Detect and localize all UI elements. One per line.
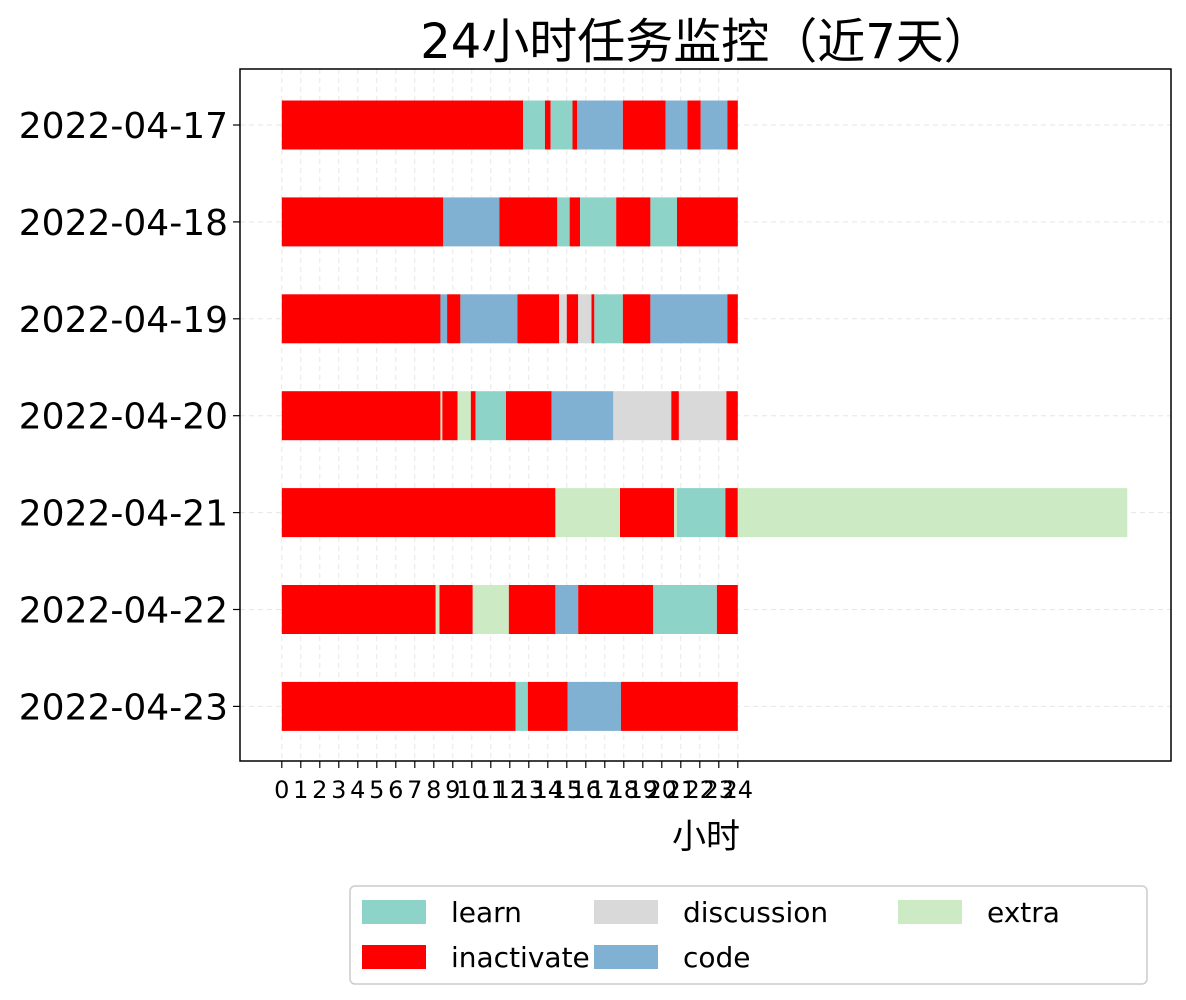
bar-segment-inactivate xyxy=(471,391,476,440)
bar-segment-learn xyxy=(476,391,506,440)
x-tick-label: 24 xyxy=(723,776,754,804)
x-tick-label: 3 xyxy=(331,776,346,804)
bar-segment-inactivate xyxy=(442,391,457,440)
bar-segment-inactivate xyxy=(528,682,568,731)
bar-segment-inactivate xyxy=(440,585,473,634)
y-tick-label: 2022-04-18 xyxy=(19,203,228,244)
bar-segment-inactivate xyxy=(282,391,441,440)
bar-segment-inactivate xyxy=(282,197,444,246)
bar-segment-inactivate xyxy=(727,101,737,150)
bar-segment-learn xyxy=(551,101,573,150)
bar-segment-inactivate xyxy=(717,585,738,634)
legend-swatch-learn xyxy=(362,900,426,924)
bar-segment-inactivate xyxy=(282,682,516,731)
bar-segment-inactivate xyxy=(620,488,674,537)
bar-segment-code xyxy=(666,101,688,150)
x-tick-label: 6 xyxy=(388,776,403,804)
bar-segment-inactivate xyxy=(578,585,653,634)
y-tick-label: 2022-04-22 xyxy=(19,591,228,632)
x-axis-label: 小时 xyxy=(672,817,740,857)
x-tick-label: 5 xyxy=(369,776,384,804)
bar-segment-inactivate xyxy=(499,197,557,246)
bar-segment-inactivate xyxy=(573,101,578,150)
bar-segment-extra xyxy=(458,391,471,440)
x-tick-label: 0 xyxy=(274,776,289,804)
bar-segment-inactivate xyxy=(506,391,552,440)
bar-segment-learn xyxy=(653,585,717,634)
bar-segment-inactivate xyxy=(687,101,700,150)
bar-segment-inactivate xyxy=(282,101,523,150)
bar-segment-inactivate xyxy=(725,488,737,537)
bar-segment-learn xyxy=(557,197,569,246)
legend-swatch-discussion xyxy=(594,900,658,924)
bar-segment-extra xyxy=(674,488,677,537)
legend-label-extra: extra xyxy=(987,896,1060,929)
bar-segment-inactivate xyxy=(671,391,679,440)
bar-segment-inactivate xyxy=(447,294,460,343)
bar-segment-inactivate xyxy=(282,488,556,537)
bar-segment-learn xyxy=(516,682,528,731)
bar-segment-inactivate xyxy=(570,197,580,246)
legend-label-code: code xyxy=(683,941,751,974)
bar-segment-code xyxy=(460,294,517,343)
bar-segment-learn xyxy=(594,294,623,343)
bar-segment-discussion xyxy=(613,391,671,440)
bar-segment-extra xyxy=(436,585,440,634)
bar-segment-code xyxy=(443,197,499,246)
y-tick-label: 2022-04-20 xyxy=(19,397,228,438)
bar-segment-code xyxy=(701,101,728,150)
bar-segment-code xyxy=(577,101,623,150)
legend-label-discussion: discussion xyxy=(683,896,828,929)
bar-segment-learn xyxy=(677,488,725,537)
legend-swatch-extra xyxy=(898,900,962,924)
bar-segment-code xyxy=(650,294,727,343)
bar-segment-inactivate xyxy=(545,101,551,150)
bar-segment-inactivate xyxy=(282,294,441,343)
x-tick-label: 4 xyxy=(350,776,365,804)
y-tick-label: 2022-04-17 xyxy=(19,106,228,147)
bar-segment-extra xyxy=(440,391,442,440)
bar-segment-inactivate xyxy=(282,585,436,634)
y-tick-label: 2022-04-19 xyxy=(19,300,228,341)
bar-segment-inactivate xyxy=(567,294,578,343)
legend: learn inactivate discussion code extra xyxy=(350,886,1147,984)
bar-segment-code xyxy=(568,682,621,731)
bar-segment-extra xyxy=(473,585,509,634)
y-axis: 2022-04-17 2022-04-18 2022-04-19 2022-04-20… xyxy=(19,106,240,728)
x-tick-label: 2 xyxy=(312,776,327,804)
bar-segment-inactivate xyxy=(592,294,595,343)
bar-segment-learn xyxy=(523,101,545,150)
bar-segment-learn xyxy=(580,197,616,246)
x-tick-label: 1 xyxy=(293,776,308,804)
bar-segment-code xyxy=(552,391,614,440)
bar-segment-inactivate xyxy=(726,391,737,440)
bar-segment-discussion xyxy=(679,391,727,440)
bar-segment-inactivate xyxy=(616,197,650,246)
bar-segment-learn xyxy=(650,197,677,246)
bar-segment-extra xyxy=(555,488,620,537)
y-tick-label: 2022-04-23 xyxy=(19,687,228,728)
bar-segment-discussion xyxy=(559,294,567,343)
bar-segment-inactivate xyxy=(623,101,666,150)
legend-label-inactivate: inactivate xyxy=(451,941,590,974)
bar-segment-inactivate xyxy=(517,294,559,343)
y-tick-label: 2022-04-21 xyxy=(19,494,228,535)
legend-swatch-code xyxy=(594,945,658,969)
bar-segment-inactivate xyxy=(623,294,651,343)
bar-segment-code xyxy=(440,294,447,343)
bar-segment-inactivate xyxy=(621,682,738,731)
bar-segment-discussion xyxy=(578,294,591,343)
bar-segment-code xyxy=(555,585,578,634)
legend-swatch-inactivate xyxy=(362,945,426,969)
bar-segment-inactivate xyxy=(509,585,556,634)
legend-label-learn: learn xyxy=(451,896,522,929)
x-tick-label: 7 xyxy=(407,776,422,804)
chart-title: 24小时任务监控（近7天） xyxy=(420,14,992,70)
x-tick-label: 8 xyxy=(426,776,441,804)
bar-segment-inactivate xyxy=(677,197,738,246)
bar-segment-inactivate xyxy=(727,294,737,343)
bar-segment-extra xyxy=(738,488,1128,537)
